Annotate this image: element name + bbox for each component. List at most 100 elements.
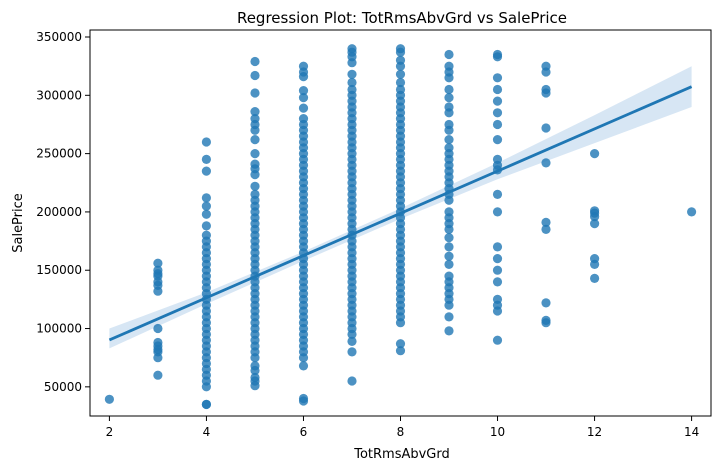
data-point [347,77,357,88]
data-point [201,166,211,176]
data-point [298,86,309,96]
data-point [153,370,163,380]
y-tick-label: 350000 [36,30,82,44]
data-point [492,108,503,118]
x-tick-label: 14 [684,425,699,439]
data-point [250,70,260,81]
data-point [347,329,357,339]
data-point [201,209,211,219]
y-tick-label: 250000 [36,147,82,161]
data-point [444,242,454,252]
data-point [444,49,454,60]
y-tick-label: 300000 [36,88,82,102]
data-point [395,47,406,57]
data-point [201,201,211,211]
data-point [153,258,163,268]
y-tick-label: 50000 [44,380,82,394]
data-point [201,221,211,231]
data-point [492,265,503,275]
data-point [347,347,357,357]
data-point [492,96,503,106]
data-point [541,88,551,98]
data-point [201,193,211,203]
x-tick-label: 10 [490,425,505,439]
data-point [395,69,406,79]
data-point [250,107,260,117]
data-point [250,170,260,180]
data-point [104,394,114,404]
data-point [347,58,357,68]
data-point [492,277,503,287]
data-point [153,323,163,334]
regression-line-path [108,85,693,342]
y-tick-label: 100000 [36,322,82,336]
y-axis-label: SalePrice [11,193,26,253]
data-point [541,158,551,168]
data-point [298,93,309,103]
data-point [395,61,406,71]
data-point [590,259,600,269]
data-point [250,125,260,135]
data-point [492,52,503,62]
data-point [444,326,454,336]
data-point [541,123,551,133]
data-point [492,119,503,130]
y-tick-label: 200000 [36,205,82,219]
data-point [444,259,454,269]
y-tick-label: 150000 [36,263,82,277]
data-point [444,195,454,205]
data-point [250,353,260,363]
data-point [492,73,503,83]
data-point [541,67,551,77]
regression-line [108,85,693,342]
data-point [444,224,454,234]
data-point [395,77,406,88]
data-point [250,56,260,67]
data-point [590,212,600,222]
data-point [492,189,503,199]
data-point [444,73,454,83]
data-point [201,382,211,392]
data-point [298,72,309,82]
data-point [590,273,600,283]
data-point [444,84,454,95]
data-point [201,137,211,147]
data-point [492,335,503,345]
data-point [347,376,357,386]
data-point [395,346,406,356]
data-point [492,254,503,264]
data-point [541,224,551,234]
data-point [298,361,309,371]
data-point [541,318,551,328]
data-point [201,399,211,410]
data-point [444,135,454,145]
x-tick-label: 12 [587,425,602,439]
data-point [153,286,163,296]
data-point [395,318,406,328]
x-tick-label: 4 [203,425,211,439]
data-point [250,88,260,98]
data-point [444,93,454,103]
data-point [444,233,454,243]
data-point [298,353,309,363]
y-axis-ticks: 50000 100000 150000 200000 250000 300000 35000… [36,30,90,394]
data-point [541,217,551,227]
data-point [153,353,163,363]
data-point [444,300,454,310]
data-point [395,339,406,349]
scatter-points [104,44,697,410]
data-point [250,381,260,391]
data-point [250,149,260,159]
x-tick-label: 2 [106,425,114,439]
data-point [687,207,697,217]
data-point [444,108,454,118]
data-point [444,312,454,322]
data-point [347,336,357,346]
chart-title: Regression Plot: TotRmsAbvGrd vs SalePri… [237,9,567,27]
x-axis-ticks: 2 4 6 8 10 12 14 [106,416,699,439]
data-point [201,154,211,164]
data-point [298,103,309,113]
data-point [444,125,454,135]
data-point [492,135,503,145]
